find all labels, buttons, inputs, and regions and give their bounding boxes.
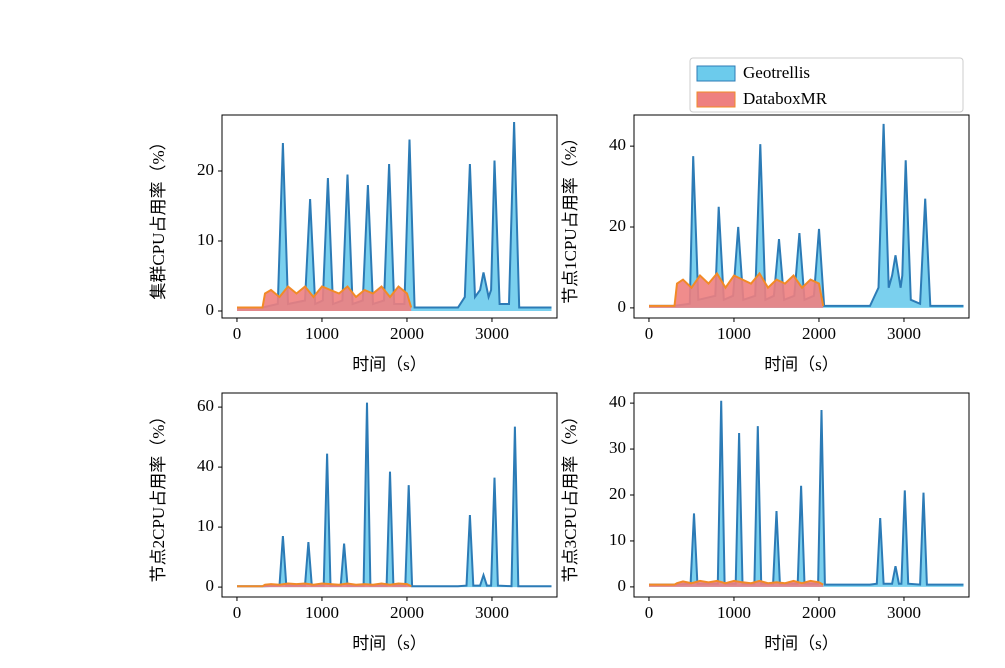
x-tick-label: 3000 xyxy=(475,324,509,343)
y-tick-label: 60 xyxy=(197,396,214,415)
line xyxy=(237,402,552,588)
legend-box xyxy=(689,57,964,113)
x-tick-label: 2000 xyxy=(390,603,424,622)
area xyxy=(237,286,412,311)
x-tick-label: 1000 xyxy=(717,603,751,622)
y-axis-label: 节点1CPU占用率（%） xyxy=(561,129,580,304)
x-tick-label: 3000 xyxy=(475,603,509,622)
y-tick-label: 0 xyxy=(618,576,627,595)
axes-frame xyxy=(221,392,558,598)
legend-label: Geotrellis xyxy=(743,63,810,82)
x-tick-label: 2000 xyxy=(802,603,836,622)
x-tick-label: 0 xyxy=(233,324,242,343)
line xyxy=(237,582,412,588)
y-tick-label: 10 xyxy=(609,530,626,549)
line xyxy=(237,121,552,309)
x-axis-label: 时间（s） xyxy=(764,634,839,653)
y-tick-label: 10 xyxy=(197,230,214,249)
plot-area xyxy=(237,121,552,311)
y-tick-label: 30 xyxy=(609,438,626,457)
x-axis-label: 时间（s） xyxy=(764,355,839,374)
legend-swatch xyxy=(696,65,736,82)
line xyxy=(649,123,964,307)
line xyxy=(649,579,824,586)
x-tick-label: 1000 xyxy=(305,324,339,343)
y-axis-label: 节点2CPU占用率（%） xyxy=(149,408,168,583)
x-tick-label: 1000 xyxy=(717,324,751,343)
y-tick-label: 20 xyxy=(609,484,626,503)
x-tick-label: 0 xyxy=(645,324,654,343)
x-tick-label: 2000 xyxy=(390,324,424,343)
y-tick-label: 0 xyxy=(618,297,627,316)
plot-area xyxy=(649,400,964,587)
y-tick-label: 0 xyxy=(206,576,215,595)
x-tick-label: 1000 xyxy=(305,603,339,622)
line xyxy=(649,400,964,586)
x-tick-label: 2000 xyxy=(802,324,836,343)
x-axis-label: 时间（s） xyxy=(352,634,427,653)
y-tick-label: 40 xyxy=(197,456,214,475)
y-tick-label: 10 xyxy=(197,516,214,535)
x-tick-label: 0 xyxy=(645,603,654,622)
x-tick-label: 0 xyxy=(233,603,242,622)
x-tick-label: 3000 xyxy=(887,603,921,622)
y-axis-label: 节点3CPU占用率（%） xyxy=(561,408,580,583)
y-tick-label: 20 xyxy=(609,216,626,235)
axes-frame xyxy=(221,114,558,319)
line xyxy=(649,271,825,307)
legend-swatch xyxy=(696,91,736,108)
line xyxy=(237,285,413,309)
plot-area xyxy=(649,123,964,308)
y-tick-label: 40 xyxy=(609,392,626,411)
x-axis-label: 时间（s） xyxy=(352,355,427,374)
legend-label: DataboxMR xyxy=(743,89,828,108)
area xyxy=(649,580,824,587)
y-tick-label: 40 xyxy=(609,135,626,154)
y-axis-label: 集群CPU占用率（%） xyxy=(149,133,168,299)
legend: Geotrellis DataboxMR xyxy=(689,57,964,113)
axes-frame xyxy=(633,114,970,319)
y-tick-label: 0 xyxy=(206,300,215,319)
y-tick-label: 20 xyxy=(197,160,214,179)
plot-area xyxy=(237,402,552,588)
x-tick-label: 3000 xyxy=(887,324,921,343)
